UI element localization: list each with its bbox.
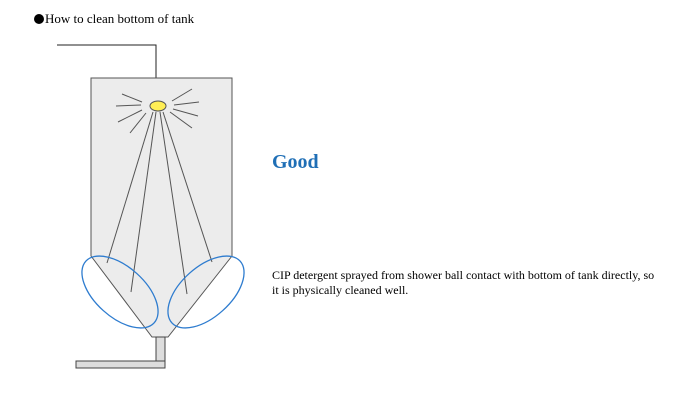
diagram-heading: How to clean bottom of tank	[34, 11, 194, 27]
spray-line	[130, 111, 157, 293]
cleaned-area-left	[81, 255, 159, 329]
cleaned-area-right	[167, 255, 245, 329]
spray-lines-to-bottom	[106, 111, 213, 295]
spray-line	[162, 111, 213, 263]
spray-rays	[115, 88, 200, 134]
tank-body	[90, 77, 233, 338]
outlet-pipe-horizontal	[75, 360, 166, 369]
spray-ray	[172, 108, 199, 117]
shower-ball	[149, 100, 167, 112]
spray-line	[159, 111, 188, 295]
spray-ray	[117, 109, 143, 123]
bullet-icon	[34, 14, 44, 24]
status-label: Good	[272, 151, 319, 173]
heading-text: How to clean bottom of tank	[45, 11, 195, 26]
spray-ray	[115, 104, 142, 107]
spray-ray	[129, 112, 147, 134]
spray-ray	[121, 93, 143, 103]
spray-ray	[171, 88, 193, 102]
description-text: CIP detergent sprayed from shower ball c…	[272, 268, 655, 297]
spray-ray	[173, 101, 200, 106]
spray-ray	[169, 111, 193, 129]
spray-line	[106, 111, 154, 264]
outlet-pipe-vertical	[155, 336, 166, 362]
